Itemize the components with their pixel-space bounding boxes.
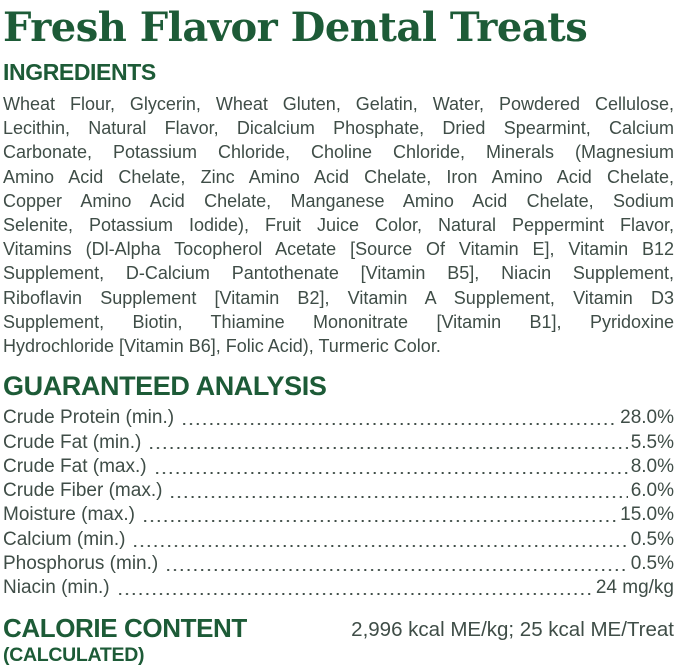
analysis-value: 28.0% <box>620 407 674 429</box>
dot-leader <box>155 454 628 480</box>
dot-leader <box>167 552 628 577</box>
ingredients-text: Wheat Flour, Glycerin, Wheat Gluten, Gel… <box>3 92 674 358</box>
ingredients-line: Vitamins (Dl-Alpha Tocopherol Acetate [S… <box>3 239 674 260</box>
analysis-row: Moisture (max.) 15.0% <box>3 503 674 528</box>
page-title: Fresh Flavor Dental Treats <box>3 4 588 51</box>
analysis-label: Moisture (max.) <box>3 504 135 526</box>
calorie-content-value: 2,996 kcal ME/kg; 25 kcal ME/Treat <box>351 617 674 641</box>
analysis-label: Crude Fat (min.) <box>3 431 142 453</box>
ingredients-line: Riboflavin Supplement [Vitamin B2], Vita… <box>3 287 674 308</box>
guaranteed-analysis-heading: GUARANTEED ANALYSIS <box>3 371 327 402</box>
dot-leader <box>134 527 628 553</box>
ingredients-line: Carbonate, Potassium Chloride, Choline C… <box>3 142 674 163</box>
dot-leader <box>171 479 628 504</box>
analysis-label: Phosphorus (min.) <box>3 553 159 575</box>
ingredients-line: Supplement, D-Calcium Pantothenate [Vita… <box>3 263 674 284</box>
ingredients-line: Selenite, Potassium Iodide), Fruit Juice… <box>3 215 674 236</box>
ingredients-line: Copper Amino Acid Chelate, Manganese Ami… <box>3 190 674 211</box>
ingredients-heading: INGREDIENTS <box>3 59 156 85</box>
guaranteed-analysis-table: Crude Protein (min.) 28.0% Crude Fat (mi… <box>3 406 674 601</box>
analysis-row: Phosphorus (min.) 0.5% <box>3 552 674 577</box>
analysis-label: Crude Fat (max.) <box>3 455 147 477</box>
analysis-row: Crude Fat (min.) 5.5% <box>3 430 674 455</box>
dot-leader <box>143 503 618 528</box>
ingredients-line: Lecithin, Natural Flavor, Dicalcium Phos… <box>3 118 674 139</box>
analysis-row: Crude Fiber (max.) 6.0% <box>3 479 674 504</box>
analysis-row: Crude Fat (max.) 8.0% <box>3 454 674 480</box>
analysis-value: 24 mg/kg <box>595 577 674 599</box>
ingredients-line: Supplement, Biotin, Thiamine Mononitrate… <box>3 311 674 332</box>
analysis-row: Niacin (min.) 24 mg/kg <box>3 576 674 601</box>
analysis-value: 6.0% <box>630 480 674 502</box>
calorie-content-subheading: (CALCULATED) <box>3 643 145 666</box>
analysis-value: 8.0% <box>630 455 674 477</box>
ingredients-line: Wheat Flour, Glycerin, Wheat Gluten, Gel… <box>3 94 674 114</box>
analysis-label: Crude Protein (min.) <box>3 407 175 429</box>
dot-leader <box>150 430 628 455</box>
calorie-content-section: CALORIE CONTENT (CALCULATED) 2,996 kcal … <box>3 613 674 667</box>
ingredients-line: Amino Acid Chelate, Zinc Amino Acid Chel… <box>3 166 674 187</box>
analysis-value: 0.5% <box>630 553 674 575</box>
analysis-row: Calcium (min.) 0.5% <box>3 527 674 553</box>
analysis-label: Niacin (min.) <box>3 577 110 599</box>
ingredients-line: Hydrochloride [Vitamin B6], Folic Acid),… <box>3 336 441 357</box>
dot-leader <box>183 406 618 431</box>
analysis-label: Crude Fiber (max.) <box>3 480 163 502</box>
dot-leader <box>118 576 593 601</box>
analysis-value: 5.5% <box>630 431 674 453</box>
analysis-label: Calcium (min.) <box>3 528 126 550</box>
calorie-content-heading: CALORIE CONTENT <box>3 612 247 643</box>
analysis-row: Crude Protein (min.) 28.0% <box>3 406 674 431</box>
calorie-content-headings: CALORIE CONTENT (CALCULATED) <box>3 613 247 667</box>
analysis-value: 15.0% <box>620 504 674 526</box>
analysis-value: 0.5% <box>630 528 674 550</box>
